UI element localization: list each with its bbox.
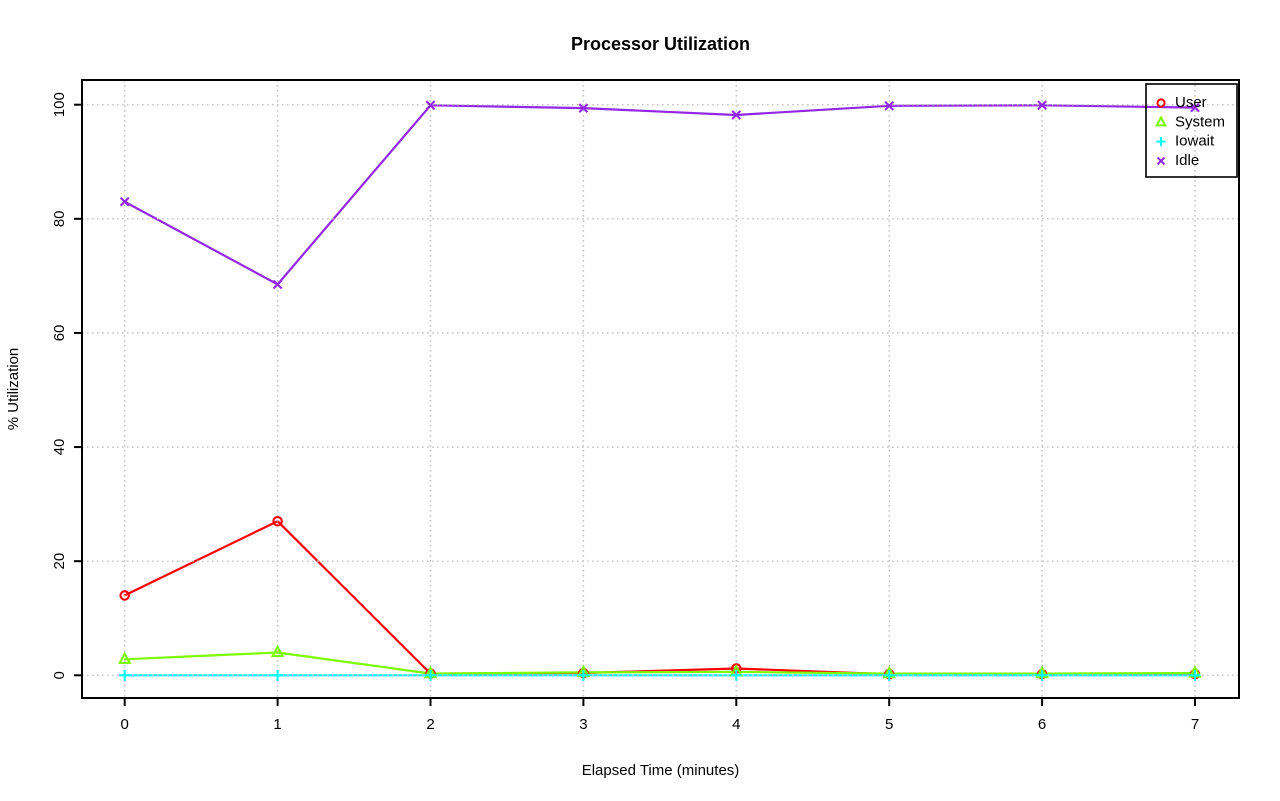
- x-marker-icon: [1190, 102, 1200, 113]
- legend-label: Idle: [1175, 152, 1199, 169]
- chart-title: Processor Utilization: [571, 34, 750, 54]
- x-tick-label: 6: [1038, 716, 1046, 733]
- x-tick-label: 0: [121, 716, 129, 733]
- plus-marker-icon: [1189, 669, 1201, 681]
- x-axis-title: Elapsed Time (minutes): [582, 762, 740, 779]
- x-tick-label: 3: [579, 716, 587, 733]
- x-tick-label: 2: [426, 716, 434, 733]
- y-tick-label: 0: [51, 671, 68, 679]
- circle-marker-icon: [272, 515, 283, 527]
- x-marker-icon: [1156, 156, 1166, 166]
- series-line-idle: [123, 104, 1197, 286]
- legend-item-system: System: [1155, 113, 1225, 130]
- plus-marker-icon: [578, 669, 589, 681]
- plus-marker-icon: [730, 669, 742, 681]
- plus-marker-icon: [1036, 669, 1048, 681]
- legend-box: [1145, 83, 1238, 178]
- plus-marker-icon: [272, 669, 283, 681]
- y-tick-label: 80: [51, 210, 68, 227]
- circle-marker-icon: [119, 590, 130, 601]
- y-tick-label: 100: [51, 92, 68, 117]
- legend-item-iowait: Iowait: [1156, 133, 1215, 150]
- x-marker-icon: [578, 103, 589, 113]
- series-line-system: [123, 651, 1197, 675]
- legend: User System Iowait Idle: [1145, 83, 1238, 178]
- grid-over: [82, 80, 1239, 698]
- triangle-marker-icon: [270, 644, 285, 658]
- y-tick-label: 20: [51, 553, 68, 570]
- legend-item-user: User: [1156, 94, 1207, 111]
- legend-label: System: [1175, 113, 1225, 130]
- x-tick-label: 5: [885, 716, 893, 733]
- legend-item-idle: Idle: [1156, 152, 1199, 169]
- plus-marker-icon: [425, 669, 436, 681]
- triangle-marker-icon: [1155, 115, 1167, 127]
- x-marker-icon: [272, 279, 283, 290]
- plus-marker-icon: [119, 669, 131, 681]
- x-marker-icon: [731, 110, 742, 120]
- y-axis-title: % Utilization: [5, 348, 22, 431]
- plot-frame: [81, 79, 1240, 699]
- series-markers-idle: [119, 100, 1200, 290]
- y-tick-labels: 0 20 40 60 80 100: [51, 92, 68, 679]
- x-tick-labels: 0 1 2 3 4 5 6 7: [121, 716, 1200, 733]
- legend-label: Iowait: [1175, 133, 1215, 150]
- x-marker-icon: [884, 100, 895, 111]
- legend-label: User: [1175, 94, 1207, 111]
- x-tick-label: 1: [273, 716, 281, 733]
- series-lines: [123, 104, 1197, 677]
- plus-marker-icon: [1156, 137, 1166, 147]
- x-marker-icon: [425, 100, 436, 111]
- axis-ticks: [74, 103, 1196, 706]
- x-tick-label: 7: [1191, 716, 1199, 733]
- x-marker-icon: [1037, 100, 1047, 111]
- y-tick-label: 60: [51, 325, 68, 342]
- x-tick-label: 4: [732, 716, 740, 733]
- series-markers-iowait: [119, 669, 1201, 681]
- y-tick-label: 40: [51, 439, 68, 456]
- x-marker-icon: [119, 196, 130, 207]
- triangle-marker-icon: [117, 651, 132, 664]
- plus-marker-icon: [883, 669, 895, 681]
- circle-marker-icon: [1156, 98, 1166, 108]
